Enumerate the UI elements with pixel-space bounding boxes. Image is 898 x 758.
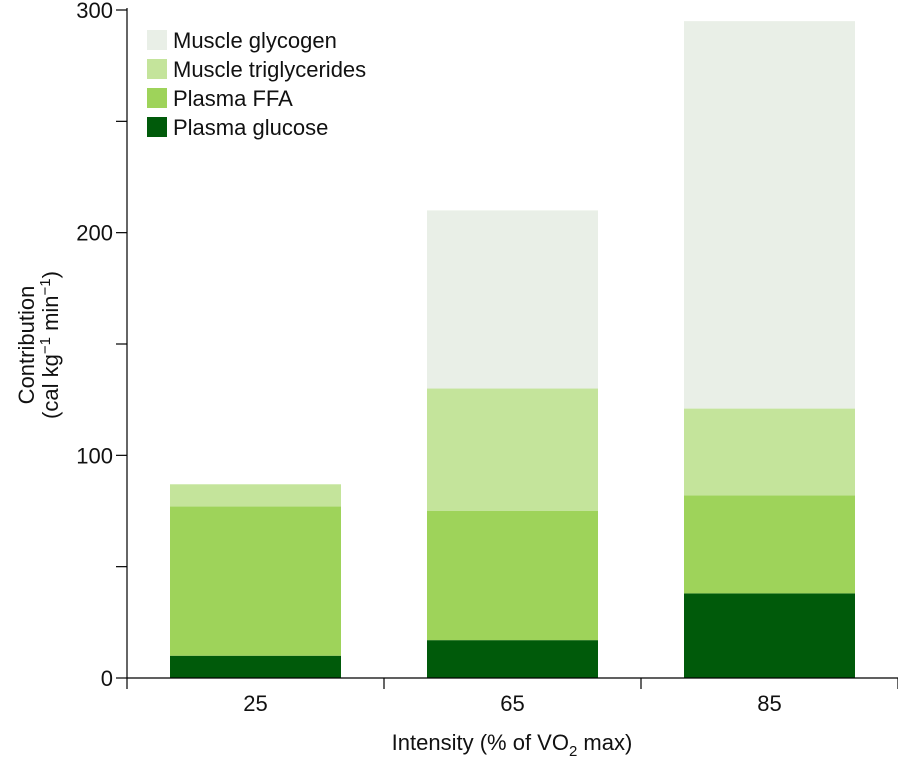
bar-65-muscle-glycogen <box>427 210 598 389</box>
y-tick-label: 100 <box>76 443 113 468</box>
y-axis-title-line1: Contribution <box>14 286 39 405</box>
x-tick-label: 25 <box>243 691 267 716</box>
bar-25-muscle-triglycerides <box>170 484 341 507</box>
legend-swatch-muscle-triglycerides <box>147 59 167 79</box>
legend-swatch-plasma-ffa <box>147 88 167 108</box>
y-axis-title-sup2: −1 <box>37 278 54 295</box>
x-axis-title-suffix: max) <box>577 730 632 755</box>
y-tick-label: 200 <box>76 221 113 246</box>
bar-85-plasma-glucose <box>684 593 855 678</box>
x-tick-label: 65 <box>500 691 524 716</box>
y-axis-title-sup1: −1 <box>37 337 54 354</box>
svg-text:Contribution: Contribution <box>14 286 39 405</box>
bar-25-plasma-glucose <box>170 655 341 678</box>
bar-65-muscle-triglycerides <box>427 388 598 511</box>
bar-85-plasma-ffa <box>684 495 855 594</box>
axes-group: 0 100 200 300 25 65 85 <box>76 0 898 716</box>
y-tick-label: 300 <box>76 0 113 23</box>
x-axis-title-prefix: Intensity (% of VO <box>392 730 569 755</box>
legend-label-muscle-triglycerides: Muscle triglycerides <box>173 57 366 82</box>
legend-label-muscle-glycogen: Muscle glycogen <box>173 28 337 53</box>
bar-65-plasma-glucose <box>427 640 598 678</box>
bar-25-plasma-ffa <box>170 506 341 656</box>
y-axis-title: Contribution (cal kg−1 min−1) <box>14 271 63 419</box>
bars-group <box>170 21 855 678</box>
x-tick-label: 85 <box>757 691 781 716</box>
svg-text:(cal kg−1 min−1): (cal kg−1 min−1) <box>37 271 63 419</box>
legend-label-plasma-ffa: Plasma FFA <box>173 86 293 111</box>
y-tick-label: 0 <box>101 666 113 691</box>
legend-swatch-muscle-glycogen <box>147 30 167 50</box>
legend-label-plasma-glucose: Plasma glucose <box>173 115 328 140</box>
legend: Muscle glycogen Muscle triglycerides Plasm… <box>147 28 366 140</box>
x-axis-title: Intensity (% of VO2 max) <box>392 730 633 758</box>
y-axis-title-line2-prefix: (cal kg <box>38 354 63 419</box>
bar-85-muscle-glycogen <box>684 21 855 409</box>
bar-65-plasma-ffa <box>427 511 598 641</box>
legend-swatch-plasma-glucose <box>147 117 167 137</box>
bar-85-muscle-triglycerides <box>684 408 855 496</box>
y-axis-title-line2-mid: min <box>38 295 63 337</box>
y-axis-title-line2-suffix: ) <box>38 271 63 278</box>
x-axis-title-subscript: 2 <box>569 743 577 758</box>
